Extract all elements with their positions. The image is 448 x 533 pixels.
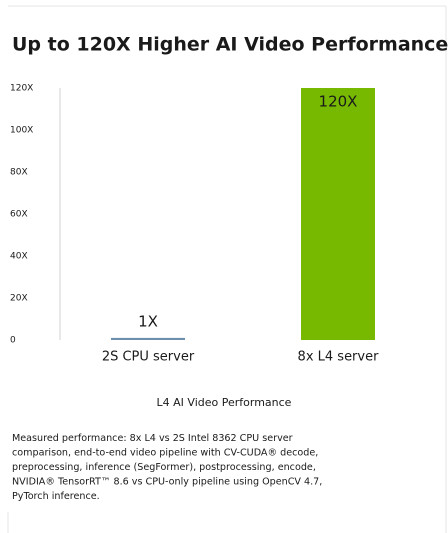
y-tick-label: 40X — [10, 252, 28, 262]
y-tick-label: 120X — [10, 84, 33, 94]
footnote-line: PyTorch inference. — [12, 491, 100, 502]
chart-title: Up to 120X Higher AI Video Performance — [12, 34, 448, 56]
y-tick-label: 100X — [10, 126, 33, 136]
x-axis-label: L4 AI Video Performance — [157, 396, 292, 409]
data-label: 120X — [319, 93, 358, 111]
y-tick-label: 20X — [10, 294, 28, 304]
y-tick-label: 60X — [10, 210, 28, 220]
x-tick-label: 2S CPU server — [102, 350, 195, 365]
bar — [301, 88, 375, 340]
data-label: 1X — [138, 312, 158, 330]
x-tick-label: 8x L4 server — [298, 350, 380, 365]
y-tick-label: 80X — [10, 168, 28, 178]
footnote-line: preprocessing, inference (SegFormer), po… — [12, 462, 316, 473]
footnote-line: comparison, end-to-end video pipeline wi… — [12, 448, 318, 459]
bar — [111, 337, 185, 340]
footnote-line: Measured performance: 8x L4 vs 2S Intel … — [12, 433, 293, 444]
footnote-line: NVIDIA® TensorRT™ 8.6 vs CPU-only pipeli… — [12, 477, 322, 488]
y-tick-label: 0 — [10, 336, 16, 346]
